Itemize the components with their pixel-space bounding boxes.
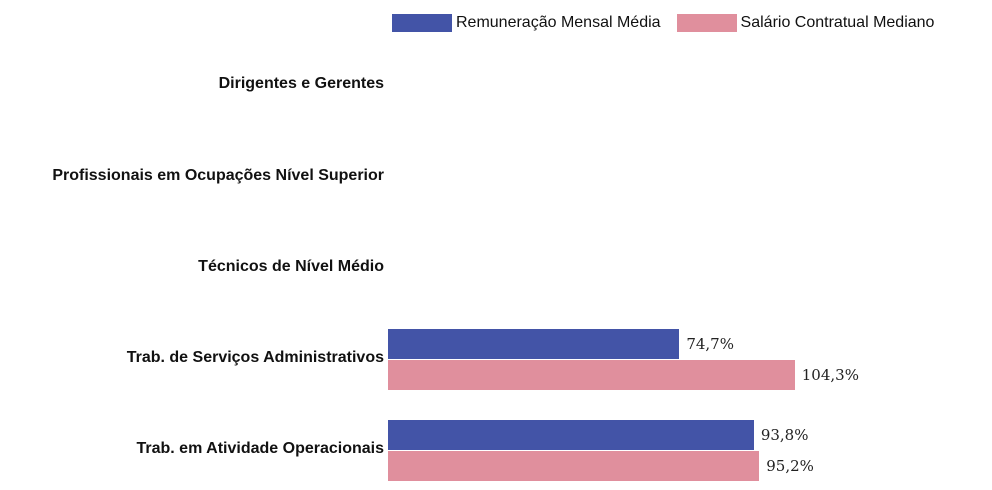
category-label-profissionais: Profissionais em Ocupações Nível Superio… (52, 167, 384, 184)
chart-legend: Remuneração Mensal Média Salário Contrat… (392, 12, 950, 34)
legend-item-salario: Salário Contratual Mediano (676, 14, 935, 32)
data-label-series0-cat4: 93,8% (760, 426, 809, 444)
legend-swatch-salario (676, 14, 737, 32)
data-label-series0-cat3: 74,7% (686, 335, 734, 353)
data-label-series1-cat4: 95,2% (766, 457, 814, 475)
legend-item-remuneracao: Remuneração Mensal Média (392, 14, 661, 32)
category-label-tecnicos: Técnicos de Nível Médio (198, 258, 384, 275)
category-label-dirigentes: Dirigentes e Gerentes (218, 75, 384, 92)
bar-series1-cat4 (388, 451, 760, 481)
bar-series0-cat3 (388, 329, 680, 359)
bar-series0-cat4 (388, 420, 754, 450)
category-label-servicos-administrativos: Trab. de Serviços Administrativos (126, 349, 384, 366)
legend-swatch-remuneracao (392, 14, 452, 32)
legend-label-salario: Salário Contratual Mediano (740, 14, 935, 31)
legend-label-remuneracao: Remuneração Mensal Média (456, 14, 661, 31)
category-label-atividade-operacionais: Trab. em Atividade Operacionais (136, 440, 385, 457)
bar-series1-cat3 (388, 360, 795, 390)
data-label-series1-cat3: 104,3% (801, 366, 859, 384)
